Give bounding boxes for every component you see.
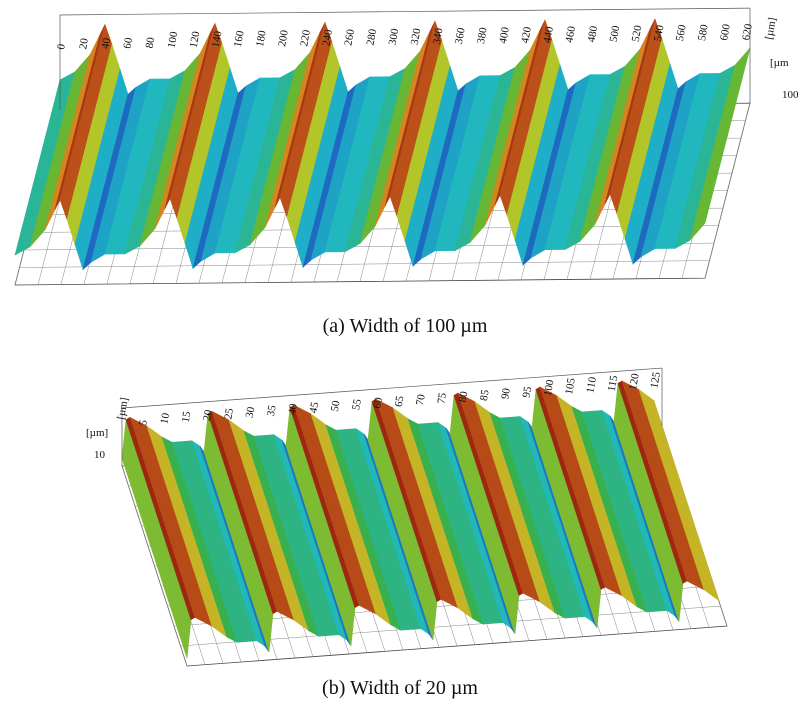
axis-tick-label: 5	[137, 419, 150, 427]
axis-tick-label: 55	[350, 398, 364, 411]
surface-plot-a	[14, 7, 751, 286]
floor-grid	[19, 260, 710, 268]
axis-tick-label: 260	[342, 28, 357, 47]
axis-tick-label: 520	[630, 24, 645, 43]
axis-tick-label: 440	[541, 25, 556, 44]
axis-tick-label: 115	[606, 374, 621, 392]
axis-tick-label: 70	[414, 393, 428, 406]
axis-tick-label: 100	[782, 89, 799, 101]
axis-tick-label: 95	[521, 385, 535, 398]
axis-tick-label: 120	[627, 372, 642, 391]
axis-tick-label: 560	[674, 23, 689, 42]
axis-tick-label: 320	[409, 27, 424, 46]
axis-tick-label: 125	[648, 370, 663, 389]
axis-tick-label: 75	[435, 391, 449, 404]
axis-tick-label: 120	[188, 30, 203, 49]
axis-tick-label: 90	[499, 387, 513, 400]
axis-tick-label: 40	[99, 37, 113, 50]
axis-tick-label: 580	[696, 23, 711, 42]
axis-tick-label: 0	[55, 43, 68, 51]
axis-tick-label: 400	[497, 26, 512, 45]
caption: (a) Width of 100 µm	[323, 315, 488, 337]
axis-tick-label: 420	[519, 25, 534, 44]
axis-tick-label: 340	[431, 27, 446, 46]
floor-grid	[23, 242, 715, 251]
axis-tick-label: 110	[584, 376, 599, 394]
axis-tick-label: 35	[265, 404, 279, 417]
axis-tick-label: 620	[740, 22, 755, 41]
axis-tick-label: 280	[365, 27, 380, 46]
axis-tick-label: 30	[244, 405, 258, 418]
axis-tick-label: 160	[232, 29, 247, 48]
axis-tick-label: 360	[453, 26, 468, 45]
surface-plot-b	[121, 367, 728, 667]
axis-tick-label: 140	[210, 30, 225, 49]
axis-tick-label: 500	[608, 24, 623, 43]
surface-facet	[638, 388, 720, 602]
axis-tick-label: 80	[144, 36, 158, 49]
axis-tick-label: 180	[254, 29, 269, 48]
axis-tick-label: 45	[308, 401, 322, 414]
axis-tick-label: 480	[586, 24, 601, 43]
axis-unit: [µm	[770, 57, 789, 69]
axis-tick-label: 65	[393, 395, 407, 408]
axis-tick-label: 380	[475, 26, 490, 45]
axis-tick-label: 50	[329, 399, 343, 412]
axis-tick-label: 80	[457, 390, 471, 403]
axis-unit: [µm]	[86, 427, 108, 439]
surface-facet	[689, 47, 751, 241]
axis-tick-label: 10	[94, 449, 106, 461]
caption: (b) Width of 20 µm	[322, 677, 478, 699]
axis-tick-label: 15	[180, 410, 194, 423]
axis-unit: [µm]	[763, 17, 779, 41]
axis-tick-label: 105	[563, 377, 578, 396]
axis-tick-label: 85	[478, 388, 492, 401]
axis-tick-label: 40	[286, 402, 300, 415]
axis-tick-label: 60	[121, 36, 135, 49]
axis-tick-label: 10	[158, 412, 172, 425]
axis-unit: [µm]	[115, 397, 131, 421]
axis-tick-label: 60	[371, 396, 385, 409]
axis-tick-label: 220	[298, 28, 313, 47]
axis-tick-label: 100	[542, 378, 557, 397]
axis-tick-label: 460	[563, 25, 578, 44]
axis-tick-label: 25	[222, 407, 236, 420]
axis-tick-label: 200	[276, 29, 291, 48]
axis-tick-label: 240	[320, 28, 335, 47]
axis-tick-label: 600	[718, 23, 733, 42]
axis-tick-label: 300	[387, 27, 402, 46]
axis-tick-label: 20	[77, 37, 91, 50]
frame-edge	[121, 367, 663, 409]
axis-tick-label: 100	[166, 30, 181, 49]
frame-edge	[59, 7, 751, 16]
axis-tick-label: 540	[652, 24, 667, 43]
axis-tick-label: 20	[201, 408, 215, 421]
